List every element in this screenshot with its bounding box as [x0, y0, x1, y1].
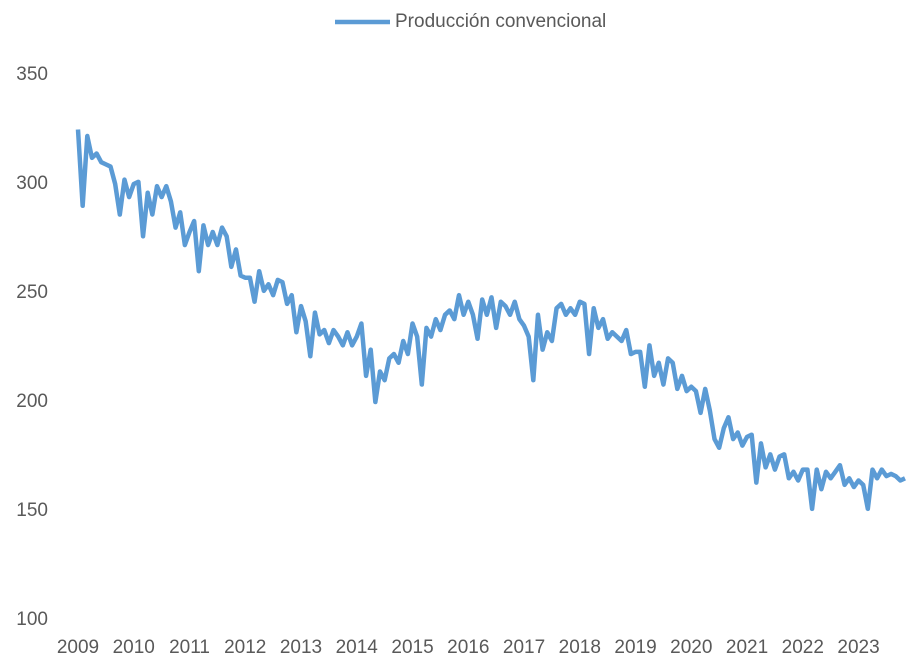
x-tick-label: 2020	[670, 637, 712, 658]
legend-label: Producción convencional	[395, 11, 606, 32]
y-tick-label: 200	[16, 391, 48, 412]
x-tick-label: 2023	[837, 637, 879, 658]
x-tick-label: 2019	[614, 637, 656, 658]
y-tick-label: 250	[16, 282, 48, 303]
x-tick-label: 2011	[169, 637, 210, 658]
x-tick-label: 2022	[782, 637, 824, 658]
y-tick-label: 100	[16, 609, 48, 630]
y-tick-label: 350	[16, 64, 48, 85]
x-tick-label: 2018	[559, 637, 601, 658]
x-tick-label: 2013	[280, 637, 322, 658]
data-line	[75, 129, 906, 512]
x-tick-label: 2015	[391, 637, 433, 658]
x-tick-label: 2009	[57, 637, 99, 658]
x-tick-label: 2014	[336, 637, 379, 658]
x-tick-label: 2017	[503, 637, 545, 658]
y-tick-label: 150	[16, 500, 48, 521]
x-tick-label: 2016	[447, 637, 489, 658]
x-tick-label: 2012	[224, 637, 266, 658]
x-tick-label: 2021	[726, 637, 768, 658]
x-tick-label: 2010	[113, 637, 155, 658]
y-tick-label: 300	[16, 173, 48, 194]
